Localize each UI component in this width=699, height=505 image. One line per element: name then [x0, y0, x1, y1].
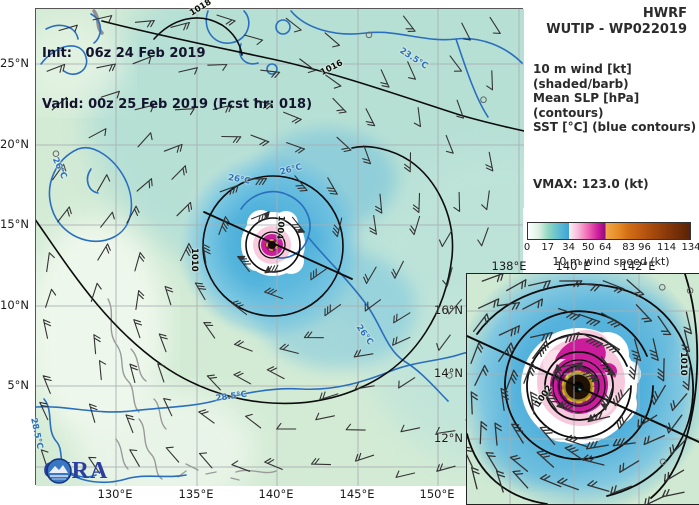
cira-logo: CIRA [43, 458, 108, 484]
colorbar-tick-6: 96 [638, 242, 651, 253]
inset-wind-barbs [467, 274, 694, 504]
inset-y-axis: 16°N 14°N 12°N [434, 273, 464, 503]
main-xtick-2: 140°E [258, 487, 294, 501]
main-ytick-2: 15°N [0, 217, 29, 231]
legend-field-sst: SST [°C] (blue contours) [533, 120, 697, 134]
colorbar-tick-1: 17 [541, 242, 555, 253]
main-ytick-0: 25°N [0, 56, 29, 70]
vmax-value: VMAX: 123.0 (kt) [533, 176, 649, 191]
colorbar-panel: 0 17 34 50 64 83 96 114 134 10 m wind speed (kt) [523, 208, 699, 276]
colorbar-tick-4: 64 [598, 242, 612, 253]
inset-x-axis: 138°E 140°E 142°E [466, 259, 698, 273]
main-xtick-3: 145°E [339, 487, 375, 501]
main-ytick-4: 5°N [7, 378, 29, 392]
main-gridlines [36, 9, 524, 486]
cira-globe-icon [46, 458, 72, 484]
main-ytick-1: 20°N [0, 137, 29, 151]
main-y-axis: 25°N 20°N 15°N 10°N 5°N [0, 8, 31, 485]
figure-header: HWRF WUTIP - WP022019 [546, 6, 687, 38]
valid-line: Valid: 00z 25 Feb 2019 (Fcst hr: 018) [42, 97, 313, 112]
inset-ytick-2: 12°N [434, 431, 463, 445]
colorbar-tick-7: 114 [656, 242, 677, 253]
storm-id: WUTIP - WP022019 [546, 22, 687, 37]
colorbar-tick-8: 134 [681, 242, 699, 253]
colorbar-ticks: 0 17 34 50 64 83 96 114 134 [523, 242, 699, 254]
inset-ytick-0: 16°N [434, 303, 463, 317]
main-map: Init: 06z 24 Feb 2019 Valid: 00z 25 Feb … [28, 0, 524, 486]
legend-field-slp: Mean SLP [hPa] (contours) [533, 91, 640, 120]
main-xtick-0: 130°E [97, 487, 133, 501]
inset-canvas [467, 274, 699, 504]
init-line: Init: 06z 24 Feb 2019 [42, 46, 206, 61]
main-xtick-1: 135°E [178, 487, 214, 501]
colorbar-tick-0: 0 [523, 242, 531, 253]
legend-field-wind: 10 m wind [kt] (shaded/barb) [533, 62, 632, 91]
inset-xtick-1: 140°E [555, 259, 591, 273]
init-valid-annotation: Init: 06z 24 Feb 2019 Valid: 00z 25 Feb … [42, 11, 312, 147]
model-name: HWRF [642, 6, 687, 21]
coastlines [92, 9, 277, 481]
colorbar-title: 10 m wind speed (kt) [552, 255, 670, 268]
sst-contours [36, 10, 523, 484]
inset-xtick-2: 142°E [620, 259, 656, 273]
slp-contours [36, 17, 524, 405]
inset-map: 1002 1010 [466, 273, 699, 505]
colorbar-gradient [527, 222, 691, 240]
inset-xtick-0: 138°E [491, 259, 527, 273]
inset-ytick-1: 14°N [434, 366, 463, 380]
main-map-canvas [36, 9, 524, 486]
inset-slp-contours [467, 274, 699, 504]
colorbar-tick-5: 83 [622, 242, 635, 253]
main-x-axis: 130°E 135°E 140°E 145°E 150°E [35, 487, 523, 503]
main-xtick-4: 150°E [419, 487, 455, 501]
colorbar-tick-2: 34 [562, 242, 575, 253]
colorbar-tick-3: 50 [581, 242, 595, 253]
main-ytick-3: 10°N [0, 298, 29, 312]
